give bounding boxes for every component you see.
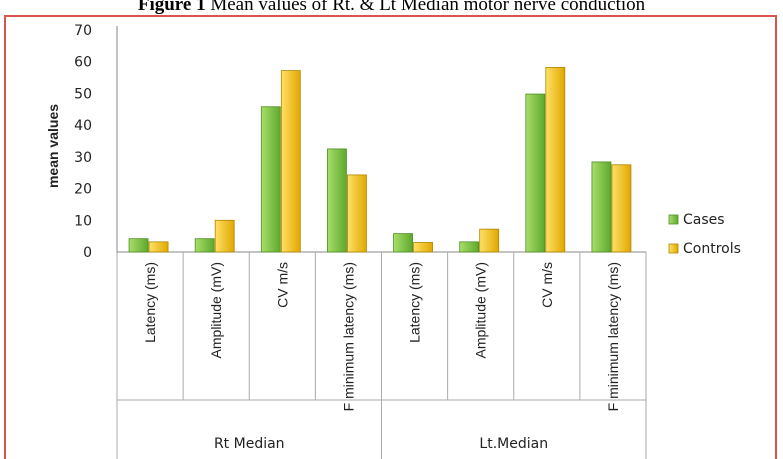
controls-bar	[347, 174, 367, 253]
cases-bar	[459, 241, 480, 253]
y-tick-label: 60	[74, 55, 92, 71]
figure-title: Figure 1 Mean values of Rt. & Lt Median …	[0, 0, 783, 16]
figure-number: Figure 1	[137, 0, 206, 15]
category-label: F minimum latency (ms)	[340, 262, 356, 411]
category-label: CV m/s	[539, 262, 555, 308]
controls-bar	[479, 228, 500, 253]
group-label: Lt.Median	[479, 436, 548, 452]
category-label: Latency (ms)	[142, 262, 158, 343]
cases-bar	[128, 238, 149, 253]
legend-swatch	[668, 214, 679, 225]
controls-bar	[214, 219, 235, 253]
category-label: CV m/s	[274, 262, 290, 308]
controls-bar	[545, 67, 566, 253]
legend-label: Cases	[683, 212, 725, 228]
cases-bar	[194, 238, 215, 253]
y-axis-title: mean values	[45, 104, 61, 188]
chart-frame	[4, 15, 777, 459]
category-label: Latency (ms)	[407, 262, 423, 343]
y-tick-label: 50	[74, 86, 92, 102]
cases-bar	[393, 233, 413, 253]
controls-bar	[611, 164, 632, 253]
figure-caption: Mean values of Rt. & Lt Median motor ner…	[205, 0, 646, 15]
cases-bar	[260, 106, 281, 253]
y-tick-label: 40	[74, 118, 92, 134]
controls-bar	[148, 241, 169, 253]
category-label: F minimum latency (ms)	[605, 262, 621, 411]
y-tick-label: 70	[74, 23, 92, 39]
y-tick-label: 0	[83, 245, 92, 261]
category-label: Amplitude (mV)	[473, 262, 489, 358]
y-tick-label: 30	[74, 150, 92, 166]
y-tick-label: 20	[74, 182, 92, 198]
cases-bar	[591, 161, 612, 253]
category-label: Amplitude (mV)	[208, 262, 224, 358]
group-label: Rt Median	[214, 436, 285, 452]
controls-bar	[280, 70, 301, 253]
legend-swatch	[668, 243, 679, 254]
legend-label: Controls	[683, 241, 741, 257]
cases-bar	[525, 93, 546, 253]
controls-bar	[413, 242, 433, 253]
cases-bar	[327, 148, 347, 253]
y-tick-label: 10	[74, 213, 92, 229]
